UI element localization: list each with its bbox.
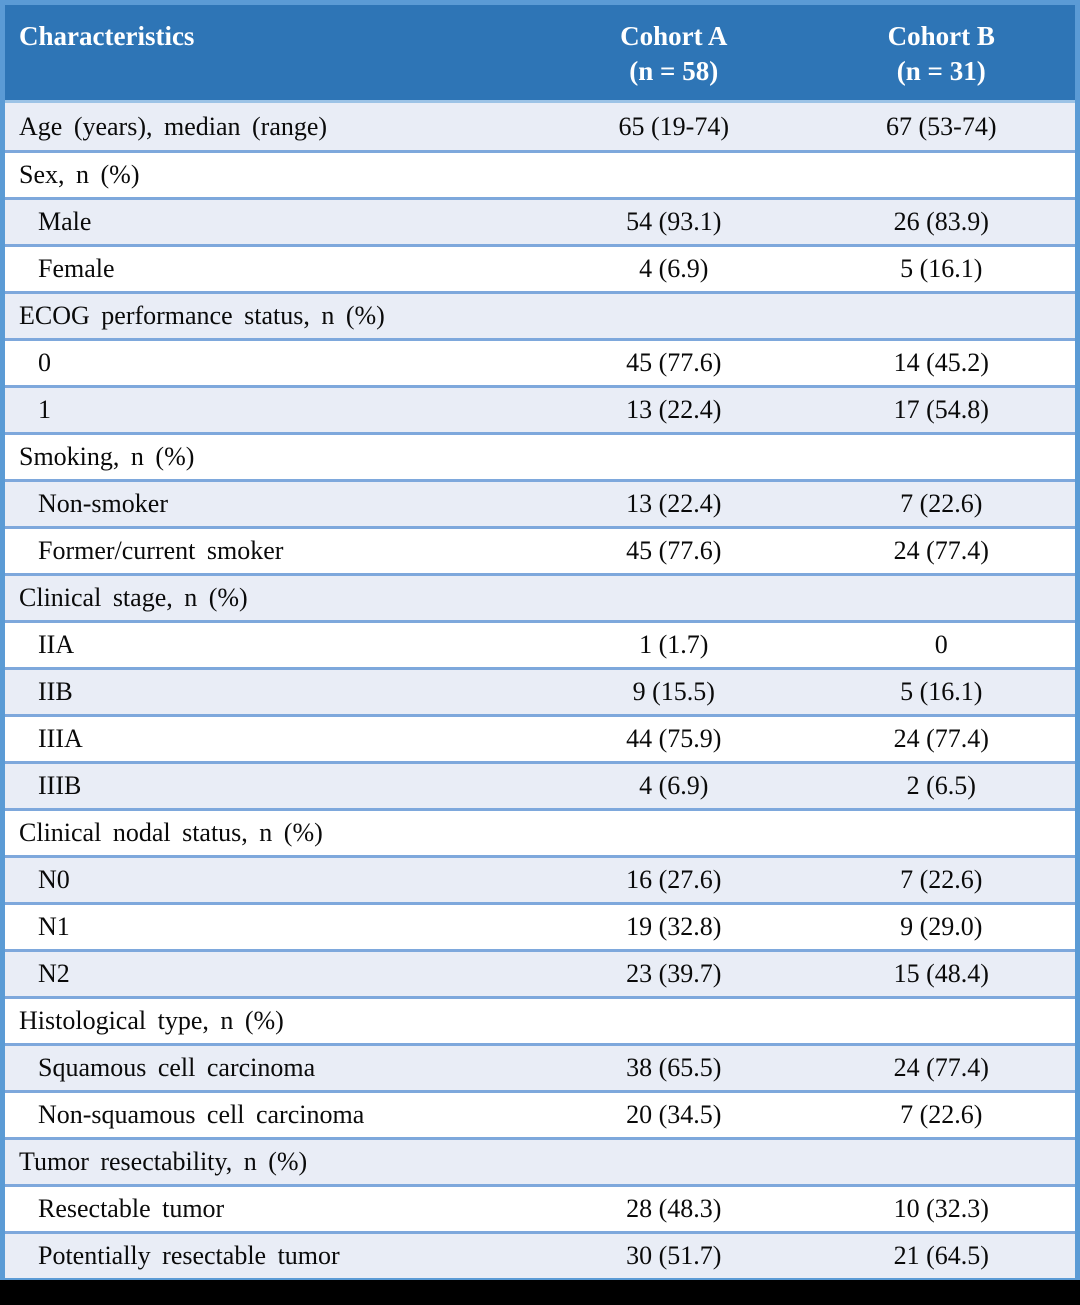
table-row: IIIB 4 (6.9) 2 (6.5) (5, 761, 1075, 808)
row-label: 0 (38, 348, 51, 377)
row-label: N2 (38, 959, 70, 988)
row-label: N0 (38, 865, 70, 894)
table-row: Female 4 (6.9) 5 (16.1) (5, 244, 1075, 291)
cohort-a-value: 38 (65.5) (626, 1053, 722, 1082)
cohort-b-value: 7 (22.6) (900, 1100, 983, 1129)
table-row: Resectable tumor 28 (48.3) 10 (32.3) (5, 1184, 1075, 1231)
cohort-a-value: 65 (19-74) (618, 111, 729, 141)
table-row: N2 23 (39.7) 15 (48.4) (5, 949, 1075, 996)
row-label: Histological type, n (%) (19, 1006, 284, 1035)
cohort-a-value: 45 (77.6) (626, 536, 722, 565)
cohort-b-value: 10 (32.3) (893, 1194, 989, 1223)
cohort-a-value: 4 (6.9) (639, 254, 709, 283)
table-row: Squamous cell carcinoma 38 (65.5) 24 (77… (5, 1043, 1075, 1090)
table-row: N0 16 (27.6) 7 (22.6) (5, 855, 1075, 902)
cohort-b-value: 5 (16.1) (900, 677, 983, 706)
row-label: Sex, n (%) (19, 160, 140, 189)
cohort-a-value: 54 (93.1) (626, 207, 722, 236)
row-label: IIA (38, 630, 75, 659)
cohort-a-value: 20 (34.5) (626, 1100, 722, 1129)
cohort-a-value: 23 (39.7) (626, 959, 722, 988)
table-row: IIB 9 (15.5) 5 (16.1) (5, 667, 1075, 714)
cohort-a-value: 4 (6.9) (639, 771, 709, 800)
row-label: 1 (38, 395, 51, 424)
cohort-b-value: 7 (22.6) (900, 489, 983, 518)
table-row: Histological type, n (%) (5, 996, 1075, 1043)
cohort-b-value: 15 (48.4) (893, 959, 989, 988)
cohort-a-value: 9 (15.5) (632, 677, 715, 706)
header-cohort-a: Cohort A (n = 58) (540, 5, 808, 100)
row-label: Tumor resectability, n (%) (19, 1147, 308, 1176)
row-label: Clinical nodal status, n (%) (19, 818, 323, 847)
cohort-b-value: 14 (45.2) (893, 348, 989, 377)
table-row: Tumor resectability, n (%) (5, 1137, 1075, 1184)
table-row: Male 54 (93.1) 26 (83.9) (5, 197, 1075, 244)
cohort-a-value: 28 (48.3) (626, 1194, 722, 1223)
row-label: Clinical stage, n (%) (19, 583, 248, 612)
table-header-row: Characteristics Cohort A (n = 58) Cohort… (5, 5, 1075, 103)
table-row: Non-smoker 13 (22.4) 7 (22.6) (5, 479, 1075, 526)
cohort-b-value: 24 (77.4) (893, 536, 989, 565)
cohort-b-value: 5 (16.1) (900, 254, 983, 283)
cohort-a-value: 13 (22.4) (626, 489, 722, 518)
table-row: 0 45 (77.6) 14 (45.2) (5, 338, 1075, 385)
row-label: Potentially resectable tumor (38, 1241, 340, 1270)
table-row: Sex, n (%) (5, 150, 1075, 197)
row-label: N1 (38, 912, 70, 941)
header-cohort-b-name: Cohort B (887, 21, 995, 51)
table-row: Former/current smoker 45 (77.6) 24 (77.4… (5, 526, 1075, 573)
cohort-b-value: 17 (54.8) (893, 395, 989, 424)
header-characteristics: Characteristics (19, 21, 195, 51)
cohort-a-value: 44 (75.9) (626, 724, 722, 753)
row-label: Female (38, 254, 115, 283)
header-cohort-b: Cohort B (n = 31) (808, 5, 1076, 100)
table-row: Age (years), median (range) 65 (19-74) 6… (5, 103, 1075, 150)
row-label: Resectable tumor (38, 1194, 225, 1223)
table-row: Potentially resectable tumor 30 (51.7) 2… (5, 1231, 1075, 1278)
cohort-b-value: 0 (934, 630, 948, 659)
cohort-b-value: 26 (83.9) (893, 207, 989, 236)
cohort-b-value: 2 (6.5) (906, 771, 976, 800)
header-cohort-a-n: (n = 58) (629, 56, 719, 86)
row-label: IIIA (38, 724, 83, 753)
cohort-b-value: 67 (53-74) (886, 111, 997, 141)
row-label: IIB (38, 677, 73, 706)
row-label: Male (38, 207, 92, 236)
cohort-a-value: 13 (22.4) (626, 395, 722, 424)
cohort-a-value: 45 (77.6) (626, 348, 722, 377)
cohort-a-value: 16 (27.6) (626, 865, 722, 894)
table-row: Clinical stage, n (%) (5, 573, 1075, 620)
table-row: Non-squamous cell carcinoma 20 (34.5) 7 … (5, 1090, 1075, 1137)
header-cohort-b-n: (n = 31) (896, 56, 986, 86)
row-label: Non-smoker (38, 489, 168, 518)
cohort-a-value: 30 (51.7) (626, 1241, 722, 1270)
cohort-a-value: 19 (32.8) (626, 912, 722, 941)
row-label: Smoking, n (%) (19, 442, 195, 471)
header-cohort-a-name: Cohort A (620, 21, 728, 51)
row-label: ECOG performance status, n (%) (19, 301, 385, 330)
row-label: IIIB (38, 771, 82, 800)
cohort-b-value: 9 (29.0) (900, 912, 983, 941)
table-row: Clinical nodal status, n (%) (5, 808, 1075, 855)
cohort-a-value: 1 (1.7) (639, 630, 709, 659)
cohort-b-value: 7 (22.6) (900, 865, 983, 894)
table-row: IIA 1 (1.7) 0 (5, 620, 1075, 667)
table-row: Smoking, n (%) (5, 432, 1075, 479)
row-label: Non-squamous cell carcinoma (38, 1100, 365, 1129)
cohort-b-value: 24 (77.4) (893, 1053, 989, 1082)
table-row: N1 19 (32.8) 9 (29.0) (5, 902, 1075, 949)
table-row: IIIA 44 (75.9) 24 (77.4) (5, 714, 1075, 761)
table-body: Age (years), median (range) 65 (19-74) 6… (5, 103, 1075, 1278)
table-row: ECOG performance status, n (%) (5, 291, 1075, 338)
cohort-b-value: 21 (64.5) (893, 1241, 989, 1270)
row-label: Squamous cell carcinoma (38, 1053, 316, 1082)
bottom-black-bar (0, 1280, 1080, 1305)
row-label: Former/current smoker (38, 536, 284, 565)
cohort-b-value: 24 (77.4) (893, 724, 989, 753)
table-row: 1 13 (22.4) 17 (54.8) (5, 385, 1075, 432)
row-label: Age (years), median (range) (19, 111, 328, 141)
